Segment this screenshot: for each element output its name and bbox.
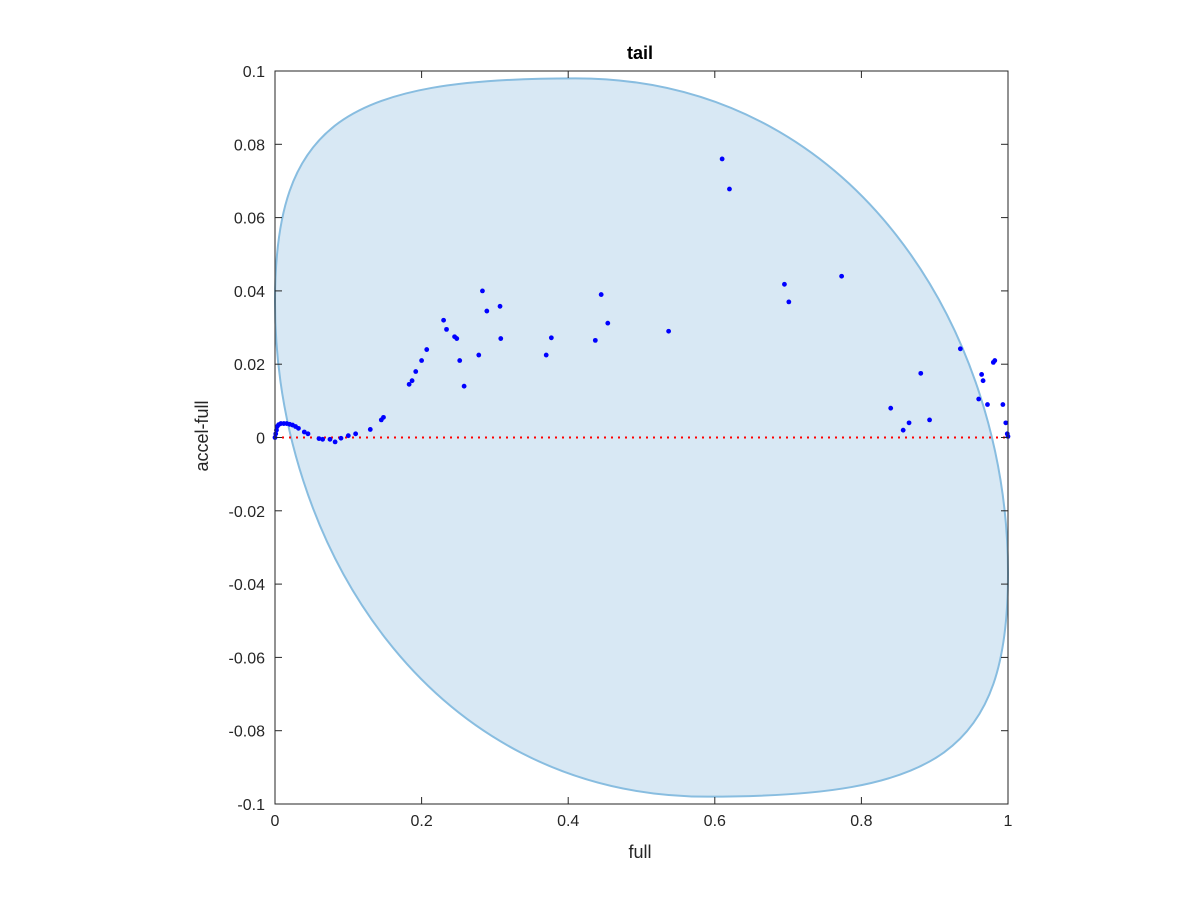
x-tick-label: 0.8 (850, 813, 872, 830)
data-point (839, 273, 845, 279)
data-points-layer (272, 156, 1011, 445)
data-point (592, 337, 598, 343)
x-tick-labels: 0 0.2 0.4 0.6 0.8 1 (271, 813, 1013, 830)
data-point (419, 358, 424, 363)
x-tick-label: 0.2 (410, 813, 432, 830)
data-point (786, 299, 792, 305)
y-tick-label: 0.08 (234, 137, 265, 154)
x-axis-label: full (628, 842, 651, 862)
y-tick-labels: 0.1 0.08 0.06 0.04 0.02 0 -0.02 -0.04 -0.06 -0.08… (229, 64, 266, 814)
axes-layer (274, 70, 1009, 805)
data-point (927, 417, 932, 423)
data-point (1000, 402, 1006, 407)
x-tick-label: 0 (271, 813, 280, 830)
data-point (327, 436, 333, 442)
data-point (1003, 420, 1009, 426)
data-point (957, 346, 963, 352)
y-tick-label: -0.02 (229, 504, 266, 521)
data-point (316, 436, 322, 441)
data-point (888, 405, 894, 411)
data-point (719, 156, 725, 162)
data-point (457, 358, 463, 363)
y-tick-label: -0.06 (229, 650, 266, 667)
data-point (605, 320, 611, 326)
data-point (338, 435, 344, 441)
data-point (980, 378, 986, 384)
chart-title: tail (627, 43, 653, 63)
data-point (782, 281, 787, 287)
data-point (666, 328, 672, 334)
y-tick-label: -0.04 (229, 577, 266, 594)
data-point (345, 433, 351, 439)
data-point (424, 347, 430, 352)
data-point (444, 326, 449, 332)
data-point (413, 369, 419, 374)
x-tick-label: 0.4 (557, 813, 579, 830)
data-point (979, 372, 985, 377)
data-point (727, 186, 732, 192)
data-point (498, 336, 504, 341)
y-tick-label: -0.08 (229, 724, 266, 741)
y-tick-label: -0.1 (237, 797, 265, 814)
data-point (301, 429, 307, 435)
data-point (480, 288, 485, 294)
y-tick-label: 0.02 (234, 357, 265, 374)
data-point (454, 336, 460, 341)
data-point (461, 383, 467, 389)
data-point (381, 414, 386, 420)
data-point (367, 427, 373, 432)
data-point (598, 292, 604, 297)
data-point (305, 431, 311, 437)
data-point (992, 358, 998, 363)
data-point (332, 439, 338, 445)
y-tick-label: 0 (256, 431, 265, 448)
data-point (900, 427, 906, 433)
x-tick-label: 0.6 (704, 813, 726, 830)
data-point (976, 396, 982, 402)
y-tick-label: 0.04 (234, 284, 265, 301)
data-point (548, 335, 554, 341)
data-point (497, 303, 503, 309)
y-axis-label: accel-full (192, 400, 212, 471)
data-point (296, 425, 301, 431)
data-point (543, 352, 549, 358)
data-point (353, 431, 359, 437)
data-point (406, 381, 412, 387)
data-point (918, 370, 924, 376)
data-point (476, 352, 482, 358)
x-tick-label: 1 (1004, 813, 1013, 830)
data-point (441, 317, 446, 323)
y-tick-label: 0.1 (243, 64, 265, 81)
data-point (906, 420, 912, 426)
data-point (985, 402, 990, 407)
data-point (409, 378, 415, 384)
data-point (320, 436, 326, 442)
data-point (484, 308, 490, 314)
y-tick-label: 0.06 (234, 211, 265, 228)
